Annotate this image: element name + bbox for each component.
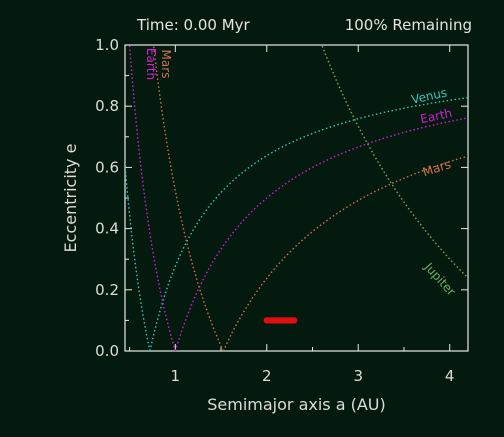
x-axis-title: Semimajor axis a (AU) xyxy=(207,395,386,414)
particle xyxy=(291,317,298,324)
x-tick-label: 3 xyxy=(353,367,363,385)
mars-perihelion-curve xyxy=(222,155,468,351)
jupiter-aphelion-curve xyxy=(321,45,468,279)
y-tick-label: 0.2 xyxy=(95,281,119,299)
earth-curve-label-right: Earth xyxy=(419,106,453,126)
x-tick-label: 2 xyxy=(262,367,272,385)
x-tick-label: 1 xyxy=(171,367,181,385)
y-tick-label: 0.6 xyxy=(95,158,119,176)
mars-curve-label-right: Mars xyxy=(421,157,453,179)
y-tick-label: 0.8 xyxy=(95,97,119,115)
curves-group xyxy=(125,45,468,351)
earth-aphelion-curve xyxy=(128,45,176,351)
earth-curve-label-left: Earth xyxy=(144,48,158,80)
remaining-readout: 100% Remaining xyxy=(344,16,472,34)
x-tick-label: 4 xyxy=(445,367,455,385)
earth-perihelion-curve xyxy=(174,117,468,351)
venus-perihelion-curve xyxy=(149,96,468,351)
y-tick-label: 0.4 xyxy=(95,220,119,238)
time-readout: Time: 0.00 Myr xyxy=(137,16,250,34)
venus-curve-label-right: Venus xyxy=(410,85,448,106)
y-tick-label: 0.0 xyxy=(95,342,119,360)
y-tick-label: 1.0 xyxy=(95,36,119,54)
mars-aphelion-curve xyxy=(152,45,224,351)
y-axis-title: Eccentricity e xyxy=(61,144,80,253)
mars-curve-label-left: Mars xyxy=(159,50,173,79)
jupiter-curve-label-right: Jupiter xyxy=(421,259,458,298)
